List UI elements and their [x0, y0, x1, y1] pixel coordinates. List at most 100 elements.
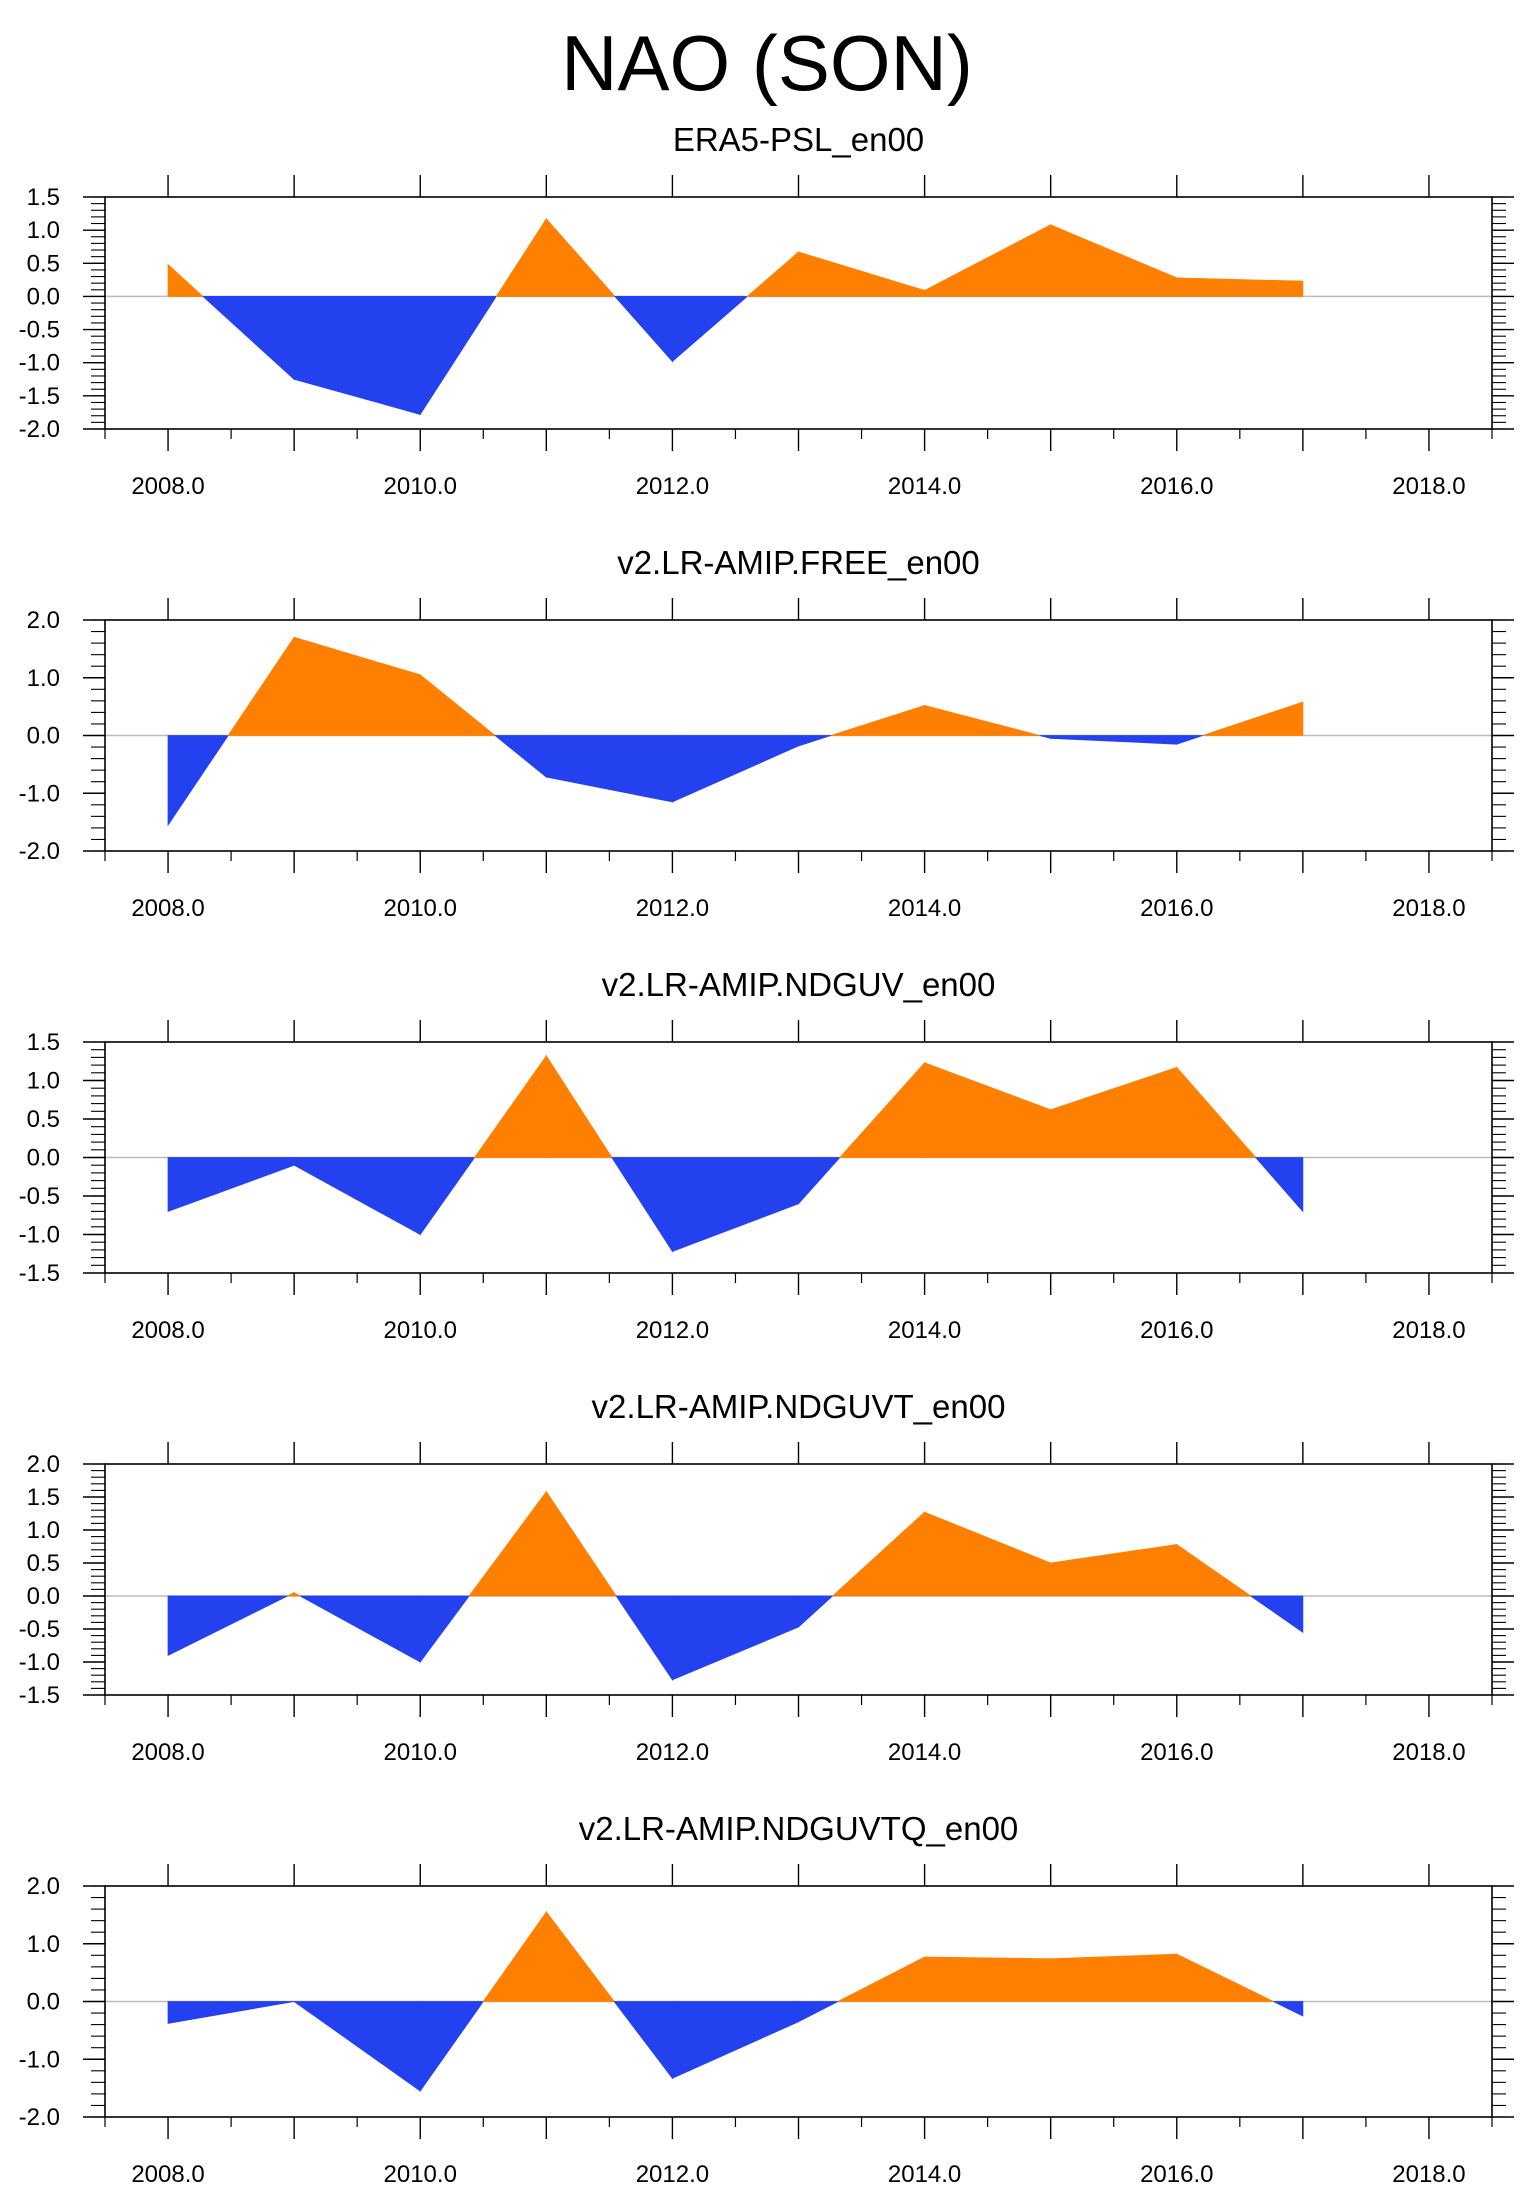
x-tick-label: 2012.0 [636, 1739, 709, 1766]
area-segment-negative [1254, 1157, 1304, 1213]
chart-panel-5: v2.LR-AMIP.NDGUVTQ_en00 2008.0 2010.0 2012.… [19, 1810, 1514, 2188]
area-segment-positive [473, 1054, 547, 1158]
area-segment-negative [167, 1157, 295, 1212]
area-segment-positive [293, 1592, 301, 1597]
area-segment-positive [1050, 1953, 1178, 2002]
y-tick-label: 0.5 [27, 1106, 60, 1133]
area-segment-positive [924, 704, 1040, 736]
area-segment-negative [167, 1595, 288, 1657]
x-tick-label: 2016.0 [1140, 2161, 1213, 2188]
area-segment-positive [545, 1054, 613, 1158]
area-segment-positive [924, 1062, 1052, 1158]
y-tick-label: -1.0 [19, 350, 60, 377]
chart-title: ERA5-PSL_en00 [673, 121, 924, 158]
x-tick-label: 2018.0 [1392, 473, 1465, 500]
y-tick-label: 2.0 [27, 607, 60, 634]
area-segment-negative [614, 296, 673, 363]
area-segment-positive [1176, 1543, 1252, 1597]
x-tick-label: 2014.0 [888, 1739, 961, 1766]
x-tick-label: 2018.0 [1392, 1317, 1465, 1344]
y-tick-label: 1.0 [27, 1931, 60, 1958]
area-segment-negative [1050, 735, 1178, 745]
x-tick-label: 2012.0 [636, 2161, 709, 2188]
y-tick-label: -0.5 [19, 1183, 60, 1210]
area-segment-negative [672, 2001, 799, 2079]
chart-panel-3: v2.LR-AMIP.NDGUV_en00 2008.0 2010.0 2012.0 2… [19, 966, 1514, 1344]
area-segment-negative [167, 735, 229, 827]
x-tick-label: 2014.0 [888, 895, 961, 922]
area-segment-negative [1249, 1595, 1304, 1634]
y-tick-label: 1.0 [27, 217, 60, 244]
y-tick-label: -0.5 [19, 1616, 60, 1643]
area-segment-positive [830, 704, 925, 736]
y-tick-label: 1.5 [27, 1484, 60, 1511]
x-tick-label: 2018.0 [1392, 895, 1465, 922]
area-segment-positive [1202, 701, 1304, 736]
area-segment-negative [293, 296, 421, 415]
x-tick-label: 2012.0 [636, 473, 709, 500]
area-segment-negative [672, 1157, 799, 1253]
area-segment-positive [1050, 224, 1178, 297]
y-tick-label: 0.0 [27, 1145, 60, 1172]
y-tick-label: 0.0 [27, 1989, 60, 2016]
area-segment-positive [1176, 1953, 1274, 2002]
area-segment-positive [924, 224, 1052, 297]
x-tick-label: 2018.0 [1392, 2161, 1465, 2188]
y-tick-label: -1.0 [19, 1649, 60, 1676]
area-segment-positive [495, 217, 547, 297]
area-segment-positive [1050, 1066, 1178, 1158]
y-tick-label: 2.0 [27, 1873, 60, 1900]
x-tick-label: 2012.0 [636, 1317, 709, 1344]
y-tick-label: -1.0 [19, 2046, 60, 2073]
area-segment-negative [292, 2001, 421, 2092]
area-segment-negative [293, 1157, 421, 1236]
x-tick-label: 2012.0 [636, 895, 709, 922]
area-segment-positive [1176, 277, 1304, 297]
plot-frame [104, 1463, 1493, 1696]
x-tick-label: 2010.0 [384, 1317, 457, 1344]
y-tick-label: 1.5 [27, 184, 60, 211]
area-segment-negative [1273, 2001, 1304, 2017]
area-segment-negative [672, 735, 799, 803]
area-segment-negative [419, 1595, 470, 1664]
y-tick-label: 0.0 [27, 1583, 60, 1610]
x-tick-label: 2016.0 [1140, 1739, 1213, 1766]
area-segment-positive [545, 1910, 615, 2002]
area-segment-positive [227, 636, 295, 736]
y-tick-label: -2.0 [19, 838, 60, 865]
y-tick-label: 1.0 [27, 665, 60, 692]
x-tick-label: 2010.0 [384, 473, 457, 500]
y-tick-label: 0.5 [27, 250, 60, 277]
x-tick-label: 2010.0 [384, 1739, 457, 1766]
y-tick-label: 0.5 [27, 1550, 60, 1577]
x-tick-label: 2014.0 [888, 1317, 961, 1344]
y-tick-label: -1.5 [19, 1260, 60, 1287]
area-segment-positive [287, 1592, 295, 1597]
y-tick-label: -1.5 [19, 383, 60, 410]
area-segment-negative [1176, 735, 1203, 745]
area-segment-positive [545, 217, 616, 297]
area-segment-negative [1039, 735, 1052, 739]
x-tick-label: 2018.0 [1392, 1739, 1465, 1766]
chart-title: v2.LR-AMIP.NDGUVTQ_en00 [579, 1810, 1019, 1847]
area-segment-negative [798, 1157, 841, 1205]
area-segment-positive [482, 1910, 547, 2002]
x-tick-label: 2016.0 [1140, 1317, 1213, 1344]
x-tick-label: 2014.0 [888, 2161, 961, 2188]
area-segment-negative [798, 735, 832, 747]
y-tick-label: -1.0 [19, 1222, 60, 1249]
area-segment-positive [798, 251, 925, 297]
y-tick-label: 1.0 [27, 1068, 60, 1095]
area-segment-positive [924, 1956, 1052, 2002]
area-segment-negative [611, 1157, 673, 1253]
area-segment-positive [545, 1490, 617, 1597]
x-tick-label: 2008.0 [131, 2161, 204, 2188]
area-segment-positive [837, 1956, 925, 2002]
area-segment-positive [838, 1061, 925, 1158]
y-tick-label: 2.0 [27, 1451, 60, 1478]
chart-title: v2.LR-AMIP.NDGUVT_en00 [592, 1388, 1006, 1425]
chart-panel-1: ERA5-PSL_en00 2008.0 2010.0 2012.0 2014.0 201… [19, 121, 1514, 500]
chart-title: v2.LR-AMIP.NDGUV_en00 [602, 966, 996, 1003]
